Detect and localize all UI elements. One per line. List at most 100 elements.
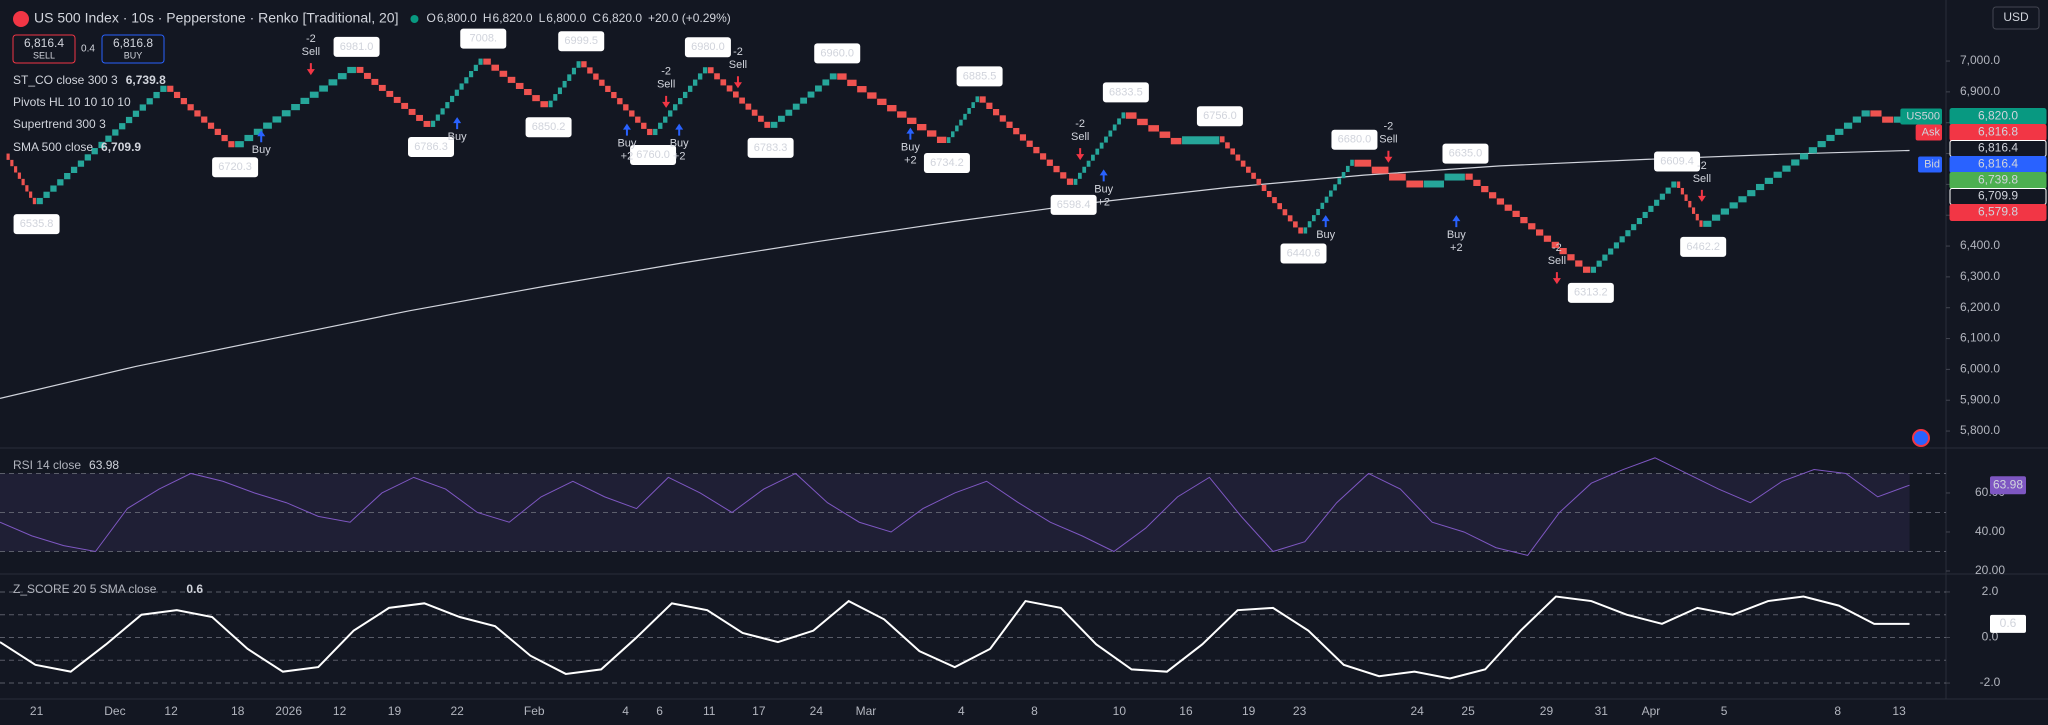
renko-brick	[1019, 134, 1027, 141]
renko-brick	[593, 73, 599, 80]
renko-brick	[571, 67, 576, 75]
value-badge-label: 0.6	[2000, 616, 2017, 630]
renko-brick	[540, 101, 548, 108]
renko-brick	[1033, 146, 1040, 154]
buy-price[interactable]: 6,816.8	[113, 36, 153, 50]
renko-brick	[328, 79, 338, 86]
pane-value: 0.6	[186, 582, 203, 596]
price-badge-tag: US500	[1906, 110, 1940, 122]
renko-brick	[682, 91, 688, 99]
currency-button[interactable]	[1992, 6, 2040, 30]
renko-brick	[907, 117, 917, 125]
signal-label: +2	[621, 151, 634, 163]
renko-brick	[1699, 220, 1703, 227]
renko-brick	[1444, 173, 1465, 181]
ohlc-value: 6,820.0	[493, 11, 533, 25]
renko-brick	[91, 148, 98, 155]
signal-label: Buy	[1316, 229, 1335, 241]
renko-brick	[309, 91, 319, 98]
renko-brick	[732, 91, 739, 98]
renko-brick	[431, 120, 436, 127]
pivot-label: 6960.0	[820, 47, 854, 59]
renko-brick	[739, 97, 745, 104]
renko-brick	[29, 191, 33, 198]
renko-brick	[887, 105, 897, 112]
renko-brick	[726, 85, 733, 92]
signal-label: +2	[904, 154, 917, 166]
renko-brick	[1293, 221, 1298, 228]
pivot-label: 6756.0	[1203, 110, 1237, 122]
renko-brick	[548, 100, 553, 108]
y-tick-label: 6,100.0	[1960, 331, 2000, 345]
price-badge-label: 6,820.0	[1978, 109, 2018, 123]
renko-brick	[917, 124, 927, 131]
buy-button[interactable]	[101, 34, 165, 64]
renko-brick	[1235, 154, 1241, 161]
signal-arrow	[1452, 215, 1461, 228]
renko-brick	[515, 82, 524, 89]
pivot-label: 6598.4	[1057, 199, 1091, 211]
currency[interactable]: USD	[2003, 10, 2029, 24]
renko-brick	[959, 119, 963, 126]
renko-brick	[1026, 140, 1033, 147]
renko-brick	[1108, 130, 1113, 137]
renko-brick	[160, 85, 167, 92]
renko-brick	[758, 115, 764, 122]
renko-brick	[668, 110, 673, 117]
renko-brick	[687, 85, 693, 92]
renko-brick	[720, 79, 727, 86]
price-badge-label: 6,579.8	[1978, 205, 2018, 219]
renko-brick	[967, 108, 971, 114]
renko-brick	[1625, 230, 1631, 237]
sell-button[interactable]	[12, 34, 76, 64]
renko-brick	[416, 114, 423, 121]
renko-brick	[1567, 254, 1575, 261]
renko-brick	[1159, 131, 1171, 138]
renko-brick	[605, 85, 611, 92]
renko-brick	[815, 85, 822, 92]
signal-label: Buy	[901, 141, 920, 153]
renko-brick	[829, 73, 837, 80]
renko-brick	[450, 95, 455, 103]
pivot-label-box	[814, 43, 861, 64]
renko-brick	[1520, 217, 1528, 224]
sell-price[interactable]: 6,816.4	[24, 36, 64, 50]
renko-brick	[692, 79, 698, 86]
signal-arrow	[733, 76, 742, 89]
signal-arrow	[906, 127, 915, 140]
renko-brick	[300, 97, 310, 105]
renko-brick	[1082, 166, 1087, 173]
pivot-label: 6635.0	[1449, 147, 1483, 159]
pivot-label: 6440.6	[1287, 247, 1321, 259]
signal-label: -2	[1552, 242, 1562, 254]
pivot-label: 6313.2	[1574, 287, 1608, 299]
pivot-label: 6760.0	[636, 149, 670, 161]
y-tick-label: 2.0	[1982, 584, 1999, 598]
renko-brick	[1677, 181, 1681, 188]
sell-label[interactable]: SELL	[33, 50, 55, 60]
pivot-label-box	[1196, 106, 1243, 127]
renko-brick	[1073, 178, 1078, 185]
renko-brick	[576, 61, 581, 68]
renko-brick	[167, 85, 174, 92]
signal-label: Sell	[1693, 173, 1711, 185]
renko-brick	[764, 121, 771, 128]
renko-brick	[1423, 180, 1444, 188]
renko-brick	[1473, 179, 1481, 186]
renko-brick	[378, 84, 386, 91]
price-badge-label: 6,816.8	[1978, 125, 2018, 139]
signal-label: Buy	[252, 144, 271, 156]
signal-label: Sell	[657, 79, 675, 91]
renko-brick	[180, 98, 187, 105]
buy-label[interactable]: BUY	[124, 50, 143, 60]
renko-brick	[153, 91, 160, 99]
renko-brick	[1596, 260, 1602, 267]
renko-brick	[408, 108, 416, 115]
renko-brick	[792, 103, 800, 110]
renko-brick	[926, 130, 937, 137]
renko-brick	[1333, 184, 1337, 191]
renko-brick	[445, 102, 450, 109]
signal-label: Sell	[1379, 134, 1397, 146]
renko-brick	[1738, 196, 1747, 203]
renko-brick	[951, 131, 955, 138]
